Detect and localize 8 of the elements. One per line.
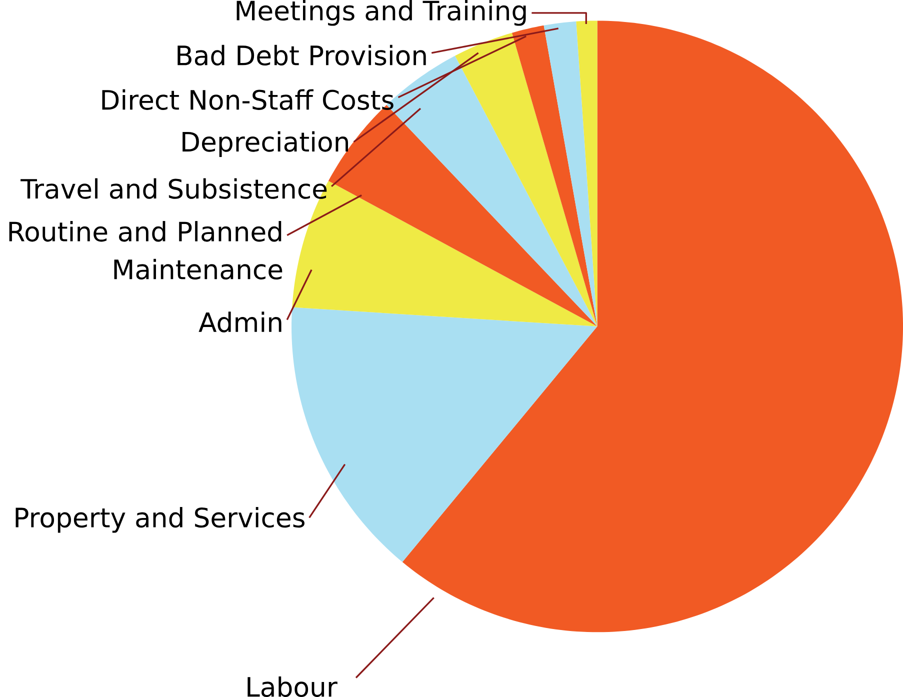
slice-label: Meetings and Training — [236, 0, 526, 26]
slice-label: Depreciation — [182, 131, 348, 158]
slice-label: Routine and Planned Maintenance — [9, 221, 282, 280]
slice-label: Labour — [248, 676, 338, 697]
slice-label: Bad Debt Provision — [178, 44, 426, 66]
slice-label: Direct Non-Staff Costs — [102, 89, 394, 110]
slice-label: Admin — [198, 312, 282, 332]
slice-label: Property and Services — [16, 506, 304, 533]
